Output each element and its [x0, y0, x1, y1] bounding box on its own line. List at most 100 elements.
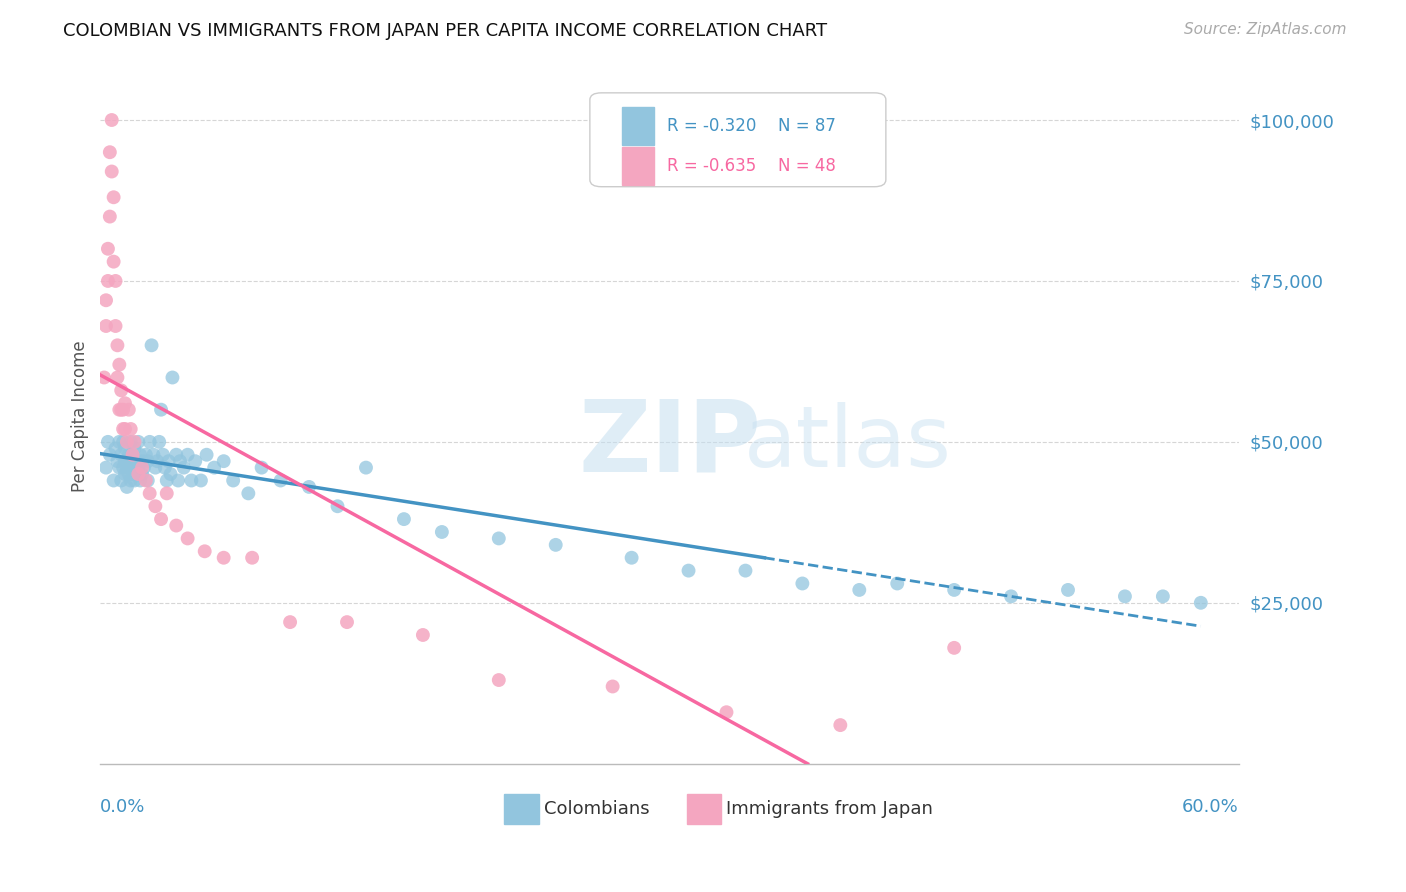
Point: [1114, 590, 1136, 604]
Point: [94, 460, 117, 475]
Point: [173, 460, 195, 475]
Point: [176, 532, 198, 546]
Point: [176, 448, 198, 462]
Point: [115, 480, 138, 494]
Point: [167, 474, 190, 488]
Point: [150, 512, 173, 526]
Point: [298, 480, 321, 494]
Point: [104, 442, 127, 456]
Point: [136, 454, 159, 468]
Point: [1057, 582, 1080, 597]
Point: [943, 582, 966, 597]
Point: [153, 460, 176, 475]
Point: [620, 550, 643, 565]
Point: [108, 402, 131, 417]
Bar: [621, 146, 654, 185]
Point: [392, 512, 415, 526]
Point: [142, 448, 165, 462]
Bar: [686, 794, 721, 824]
Point: [94, 293, 117, 308]
Point: [135, 474, 157, 488]
Point: [110, 402, 132, 417]
Point: [145, 500, 167, 514]
Point: [114, 454, 136, 468]
Point: [98, 448, 121, 462]
Point: [157, 454, 180, 468]
Point: [146, 454, 169, 468]
Point: [124, 434, 146, 449]
Point: [138, 434, 160, 449]
Point: [488, 673, 510, 687]
Point: [602, 680, 624, 694]
Point: [120, 422, 142, 436]
Point: [848, 582, 870, 597]
Point: [112, 460, 135, 475]
Point: [165, 518, 187, 533]
Point: [124, 460, 146, 475]
Text: atlas: atlas: [744, 402, 952, 485]
Point: [100, 113, 122, 128]
Point: [250, 460, 273, 475]
Point: [135, 448, 157, 462]
Point: [97, 274, 120, 288]
Point: [97, 434, 120, 449]
Point: [108, 358, 131, 372]
Point: [104, 274, 127, 288]
Point: [110, 474, 132, 488]
Point: [129, 474, 152, 488]
Bar: [621, 107, 654, 145]
Text: N = 87: N = 87: [778, 117, 835, 136]
Point: [94, 318, 117, 333]
Point: [97, 242, 120, 256]
Point: [202, 460, 225, 475]
Point: [115, 434, 138, 449]
Point: [112, 434, 135, 449]
Point: [159, 467, 181, 481]
Point: [943, 640, 966, 655]
Point: [118, 402, 141, 417]
Point: [430, 524, 453, 539]
Point: [152, 448, 174, 462]
Text: 60.0%: 60.0%: [1182, 798, 1239, 816]
Point: [127, 467, 149, 481]
Point: [121, 448, 143, 462]
Point: [103, 254, 125, 268]
Point: [150, 402, 173, 417]
Point: [195, 448, 218, 462]
Point: [120, 474, 142, 488]
Text: Colombians: Colombians: [544, 800, 650, 818]
Point: [238, 486, 260, 500]
Point: [112, 402, 135, 417]
Point: [169, 454, 191, 468]
Point: [108, 460, 131, 475]
Point: [110, 384, 132, 398]
Point: [98, 210, 121, 224]
Point: [103, 190, 125, 204]
Point: [124, 474, 146, 488]
Point: [270, 474, 292, 488]
Point: [131, 467, 153, 481]
Point: [354, 460, 377, 475]
Point: [212, 550, 235, 565]
Bar: [505, 794, 538, 824]
Point: [544, 538, 567, 552]
Point: [104, 318, 127, 333]
Point: [145, 460, 167, 475]
Point: [114, 442, 136, 456]
Point: [1000, 590, 1022, 604]
Point: [127, 460, 149, 475]
Point: [118, 454, 141, 468]
Point: [100, 164, 122, 178]
Text: Immigrants from Japan: Immigrants from Japan: [727, 800, 934, 818]
Point: [138, 486, 160, 500]
Text: R = -0.320: R = -0.320: [668, 117, 756, 136]
Point: [114, 467, 136, 481]
Point: [121, 467, 143, 481]
Text: Source: ZipAtlas.com: Source: ZipAtlas.com: [1184, 22, 1347, 37]
Point: [131, 460, 153, 475]
Point: [326, 500, 349, 514]
Point: [716, 705, 738, 719]
Point: [678, 564, 700, 578]
Point: [124, 442, 146, 456]
Point: [115, 460, 138, 475]
